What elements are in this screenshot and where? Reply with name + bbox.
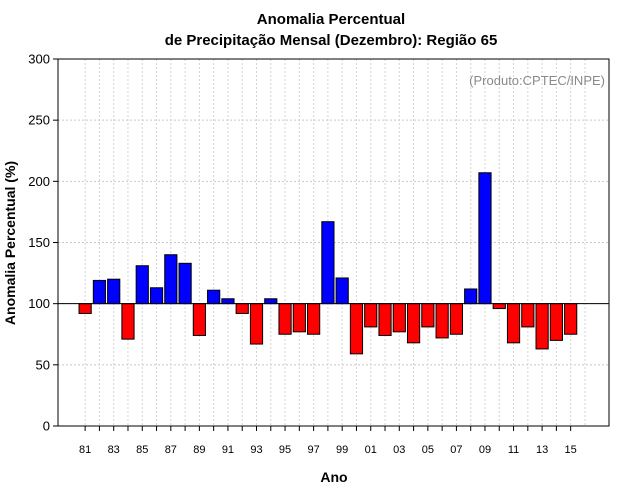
bar-93 bbox=[249, 303, 264, 345]
x-tick-label: 97 bbox=[307, 444, 319, 456]
x-tick-label: 83 bbox=[108, 444, 120, 456]
bar-92 bbox=[235, 303, 249, 314]
bar-87 bbox=[164, 254, 178, 305]
x-tick-label: 07 bbox=[450, 444, 462, 456]
bar-89 bbox=[192, 303, 206, 336]
y-tick-label: 300 bbox=[28, 52, 50, 67]
y-tick-label: 50 bbox=[36, 357, 50, 372]
bar-91 bbox=[221, 298, 235, 305]
x-tick-label: 05 bbox=[422, 444, 434, 456]
x-tick-label: 93 bbox=[250, 444, 262, 456]
bar-97 bbox=[307, 303, 321, 335]
bar-96 bbox=[292, 303, 306, 333]
bar-84 bbox=[121, 303, 135, 340]
y-tick-label: 250 bbox=[28, 113, 50, 128]
bar-10 bbox=[492, 303, 506, 310]
x-tick-label: 81 bbox=[79, 444, 91, 456]
x-tick-label: 91 bbox=[222, 444, 234, 456]
x-tick-label: 85 bbox=[136, 444, 148, 456]
bar-94 bbox=[264, 298, 278, 305]
bars bbox=[78, 172, 578, 355]
bar-04 bbox=[406, 303, 421, 344]
x-tick-label: 13 bbox=[536, 444, 548, 456]
bar-99 bbox=[335, 277, 349, 305]
credit-label: (Produto:CPTEC/INPE) bbox=[469, 73, 605, 88]
bar-11 bbox=[506, 303, 521, 344]
bar-81 bbox=[78, 303, 92, 314]
bar-08 bbox=[464, 288, 478, 305]
x-tick-label: 03 bbox=[393, 444, 405, 456]
bar-05 bbox=[421, 303, 435, 328]
bar-95 bbox=[278, 303, 292, 335]
y-axis: 0 50 100 150 200 250 300 bbox=[28, 52, 58, 434]
y-tick-label: 150 bbox=[28, 235, 50, 250]
x-tick-label: 95 bbox=[279, 444, 291, 456]
bar-15 bbox=[564, 303, 578, 335]
bar-98 bbox=[321, 221, 335, 305]
bar-86 bbox=[149, 287, 164, 305]
chart-title-line-1: Anomalia Percentual bbox=[257, 11, 405, 28]
x-tick-label: 87 bbox=[165, 444, 177, 456]
x-axis-label: Ano bbox=[320, 469, 347, 485]
bar-07 bbox=[449, 303, 464, 335]
bar-13 bbox=[535, 303, 549, 350]
bar-00 bbox=[349, 303, 364, 355]
x-axis: 81 83 85 87 89 91 93 95 97 99 01 03 05 07 09 11 13 15 bbox=[79, 426, 577, 456]
bar-02 bbox=[378, 303, 392, 336]
bar-88 bbox=[178, 262, 192, 305]
bar-90 bbox=[207, 289, 221, 305]
x-tick-label: 01 bbox=[365, 444, 377, 456]
y-tick-label: 0 bbox=[43, 419, 50, 434]
x-tick-label: 09 bbox=[479, 444, 491, 456]
y-axis-label: Anomalia Percentual (%) bbox=[2, 161, 18, 325]
bar-82 bbox=[92, 279, 107, 305]
x-tick-label: 89 bbox=[193, 444, 205, 456]
y-tick-label: 200 bbox=[28, 174, 50, 189]
bar-03 bbox=[392, 303, 406, 333]
y-tick-label: 100 bbox=[28, 296, 50, 311]
bar-06 bbox=[435, 303, 449, 339]
bar-85 bbox=[135, 265, 149, 305]
chart-title-line-2: de Precipitação Mensal (Dezembro): Regiã… bbox=[165, 32, 498, 49]
bar-12 bbox=[521, 303, 535, 328]
bar-83 bbox=[107, 278, 121, 305]
bar-01 bbox=[364, 303, 378, 328]
bar-09 bbox=[478, 172, 492, 305]
bar-14 bbox=[549, 303, 563, 341]
grid-lines bbox=[58, 59, 609, 426]
x-tick-label: 11 bbox=[508, 444, 519, 456]
x-tick-label: 15 bbox=[565, 444, 577, 456]
x-tick-label: 99 bbox=[336, 444, 348, 456]
